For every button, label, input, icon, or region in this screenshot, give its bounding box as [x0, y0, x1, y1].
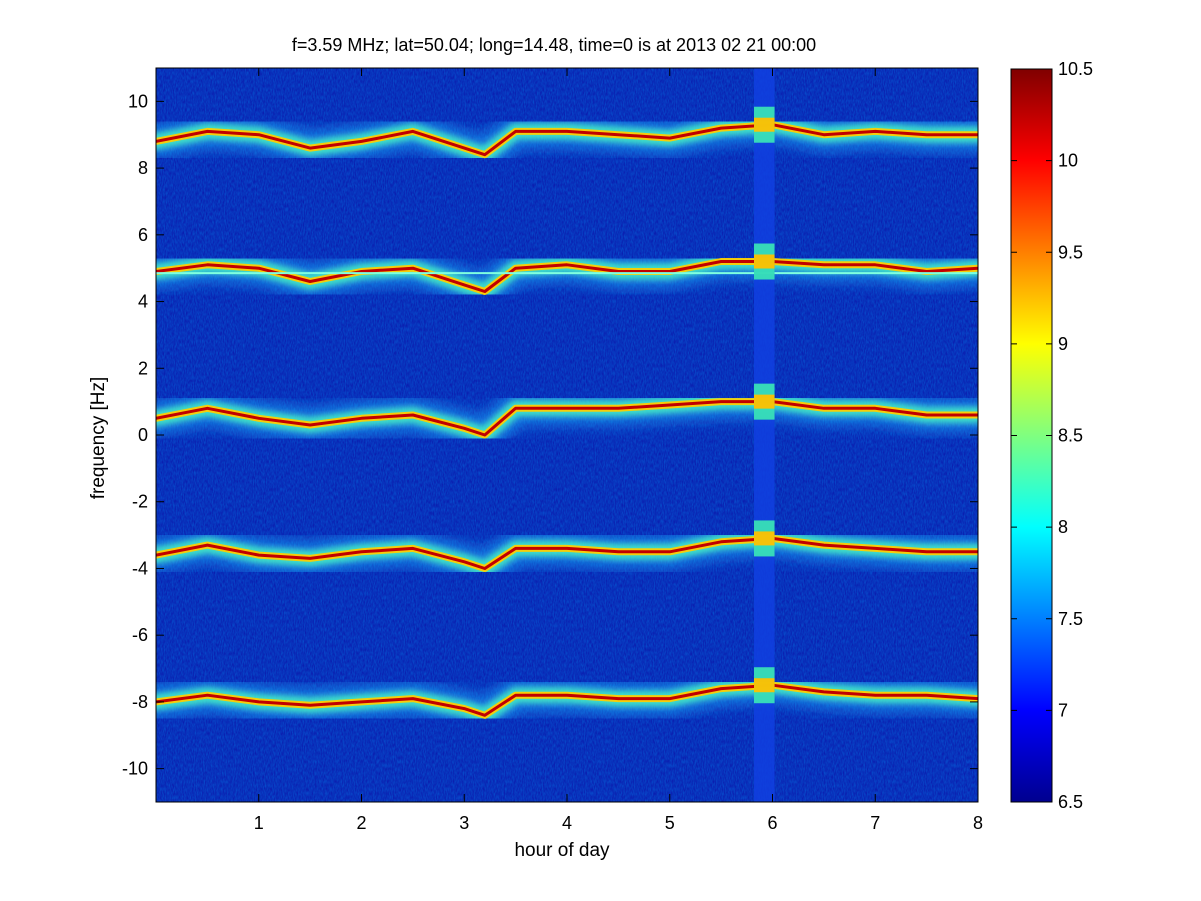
- data-gap-band-core: [754, 394, 775, 409]
- y-tick-label: 0: [138, 425, 148, 445]
- x-tick-label: 3: [459, 813, 469, 833]
- traces-layer: [156, 107, 978, 733]
- y-tick-label: -6: [132, 625, 148, 645]
- colorbar-ticks: 6.5 7 7.5 8 8.5 9 9.5 10 10.5: [1011, 59, 1093, 812]
- y-tick-label: -4: [132, 558, 148, 578]
- colorbar-tick-label: 7: [1058, 700, 1068, 720]
- colorbar-tick-label: 9.5: [1058, 242, 1083, 262]
- colorbar-tick-label: 10.5: [1058, 59, 1093, 79]
- y-tick-label: 8: [138, 158, 148, 178]
- y-axis-ticks: -10 -8 -6 -4 -2 0 2 4 6 8 10: [122, 91, 978, 779]
- colorbar-gradient: [1011, 69, 1052, 802]
- y-tick-label: 4: [138, 292, 148, 312]
- colorbar-tick-label: 10: [1058, 151, 1078, 171]
- x-tick-label: 5: [665, 813, 675, 833]
- colorbar-tick-label: 6.5: [1058, 792, 1083, 812]
- x-tick-label: 2: [356, 813, 366, 833]
- y-tick-label: -10: [122, 759, 148, 779]
- x-tick-label: 4: [562, 813, 572, 833]
- trace-core: [156, 536, 978, 570]
- y-axis-label: frequency [Hz]: [88, 377, 109, 500]
- colorbar-tick-label: 8.5: [1058, 426, 1083, 446]
- colorbar-tick-label: 9: [1058, 334, 1068, 354]
- data-gap-band-core: [754, 678, 775, 693]
- y-tick-label: 10: [128, 91, 148, 111]
- x-tick-label: 1: [254, 813, 264, 833]
- trace-core: [156, 400, 978, 437]
- x-axis-ticks: 1 2 3 4 5 6 7 8: [254, 68, 983, 833]
- chart-title: f=3.59 MHz; lat=50.04; long=14.48, time=…: [292, 35, 816, 55]
- x-axis-label: hour of day: [514, 840, 610, 861]
- colorbar: 6.5 7 7.5 8 8.5 9 9.5 10 10.5: [1010, 59, 1093, 812]
- y-tick-label: -2: [132, 492, 148, 512]
- x-tick-label: 6: [767, 813, 777, 833]
- data-gap-band-core: [754, 531, 775, 546]
- trace-core: [156, 123, 978, 157]
- trace-core: [156, 683, 978, 717]
- y-tick-label: 2: [138, 358, 148, 378]
- data-gap: [754, 68, 775, 802]
- data-gap-band-core: [754, 117, 775, 132]
- x-tick-label: 8: [973, 813, 983, 833]
- colorbar-tick-label: 7.5: [1058, 609, 1083, 629]
- plot-area: [155, 67, 979, 803]
- colorbar-tick-label: 8: [1058, 517, 1068, 537]
- data-gap-band-core: [754, 254, 775, 269]
- y-tick-label: 6: [138, 225, 148, 245]
- x-tick-label: 7: [870, 813, 880, 833]
- trace-core: [156, 260, 978, 293]
- y-tick-label: -8: [132, 692, 148, 712]
